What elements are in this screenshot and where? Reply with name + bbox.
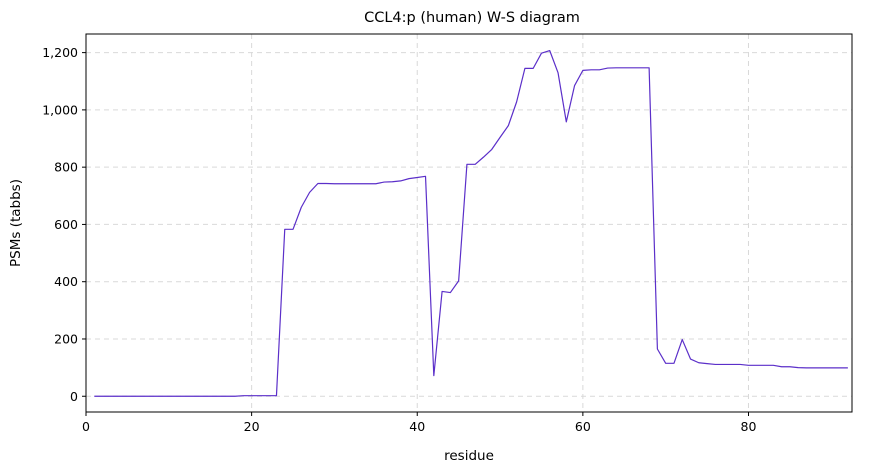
y-tick-label: 1,000 <box>42 102 78 117</box>
x-axis-ticks: 0 20 40 60 80 <box>82 412 756 434</box>
y-tick-label: 400 <box>54 274 78 289</box>
chart-title: CCL4:p (human) W-S diagram <box>364 10 580 26</box>
series-line <box>94 50 848 397</box>
y-axis-label: PSMs (tabbs) <box>8 179 24 267</box>
plot-frame <box>85 33 853 413</box>
x-tick-label: 0 <box>82 419 90 434</box>
y-tick-label: 200 <box>54 331 78 346</box>
x-tick-label: 40 <box>409 419 425 434</box>
y-tick-label: 600 <box>54 217 78 232</box>
y-tick-label: 800 <box>54 160 78 175</box>
y-axis-ticks: 0 200 400 600 800 1,000 1,200 <box>42 45 86 404</box>
x-tick-label: 80 <box>741 419 757 434</box>
y-tick-label: 0 <box>70 389 78 404</box>
x-tick-label: 60 <box>575 419 591 434</box>
x-tick-label: 20 <box>244 419 260 434</box>
y-tick-label: 1,200 <box>42 45 78 60</box>
x-axis-label: residue <box>444 448 494 464</box>
series-layer <box>94 50 848 397</box>
